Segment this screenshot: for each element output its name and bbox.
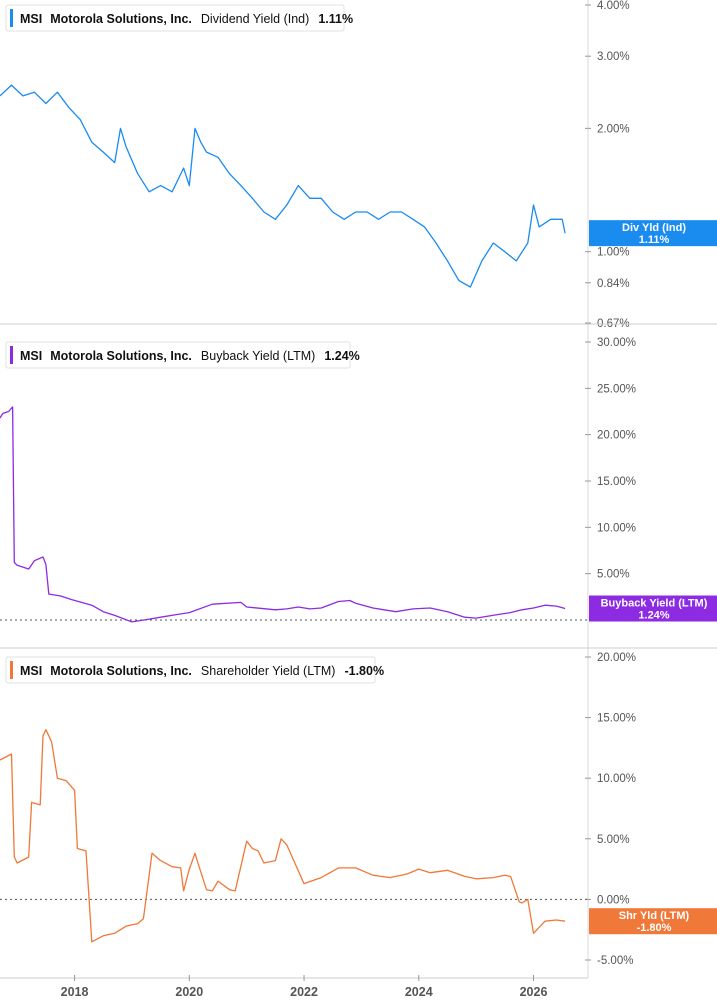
y-tick-label: 0.84% xyxy=(597,278,630,290)
x-tick-label: 2024 xyxy=(405,985,433,999)
legend-text: MSI Motorola Solutions, Inc. Shareholder Y… xyxy=(20,664,384,678)
legend-metric: Buyback Yield (LTM) xyxy=(201,349,315,363)
y-tick-label: 30.00% xyxy=(597,337,636,349)
value-flag-bg xyxy=(589,908,717,935)
legend-color-swatch xyxy=(10,346,13,364)
y-tick-label: 20.00% xyxy=(597,430,636,442)
legend-box xyxy=(5,656,376,684)
panel-buyback: 30.00% 25.00% 20.00% 15.00% 10.00% 5.00% MSI Mo… xyxy=(0,337,717,623)
y-tick-label: 5.00% xyxy=(597,569,630,581)
y-tick-label: 10.00% xyxy=(597,773,636,785)
value-flag-buyback: Buyback Yield (LTM)1.24% xyxy=(589,595,717,622)
x-axis: 2018 2020 2022 2024 2026 xyxy=(0,975,588,999)
legend-ticker: MSI xyxy=(20,12,42,26)
x-tick-label: 2026 xyxy=(520,985,548,999)
value-flag-value: -1.80% xyxy=(637,922,672,934)
y-tick-label: 5.00% xyxy=(597,834,630,846)
x-tick-label: 2018 xyxy=(61,985,89,999)
value-flag-bg xyxy=(589,595,717,622)
legend-metric: Dividend Yield (Ind) xyxy=(201,12,309,26)
legend-dividend[interactable]: MSI Motorola Solutions, Inc. Dividend Yiel… xyxy=(5,4,353,32)
value-flag-bg xyxy=(589,220,717,247)
legend-text: MSI Motorola Solutions, Inc. Buyback Yield… xyxy=(20,349,360,363)
legend-shareholder[interactable]: MSI Motorola Solutions, Inc. Shareholder Y… xyxy=(5,656,384,684)
y-tick-label: 15.00% xyxy=(597,476,636,488)
legend-ticker: MSI xyxy=(20,664,42,678)
y-tick-label: 20.00% xyxy=(597,652,636,664)
legend-ticker: MSI xyxy=(20,349,42,363)
series-line-dividend xyxy=(0,84,566,288)
y-tick-label: -5.00% xyxy=(597,955,633,967)
panel-shareholder: 20.00% 15.00% 10.00% 5.00% 0.00% -5.00% MSI Mot… xyxy=(0,652,717,967)
y-tick-label: 0.00% xyxy=(597,894,630,906)
legend-company: Motorola Solutions, Inc. xyxy=(50,12,192,26)
legend-value: 1.24% xyxy=(324,349,359,363)
y-tick-label: 3.00% xyxy=(597,51,630,63)
value-flag-value: 1.24% xyxy=(638,610,669,622)
legend-color-swatch xyxy=(10,9,13,27)
y-tick-label: 1.00% xyxy=(597,247,630,259)
series-line-buyback xyxy=(0,406,566,623)
legend-box xyxy=(5,341,351,369)
value-flag-dividend: Div Yld (Ind)1.11% xyxy=(589,220,717,247)
y-tick-label: 4.00% xyxy=(597,0,630,12)
series-line-shareholder xyxy=(0,729,566,943)
value-flag-value: 1.11% xyxy=(639,234,670,246)
panel-dividend: 4.00%3.00%2.00%1.00%0.84%0.67%MSI Motorol… xyxy=(0,0,717,330)
y-tick-label: 10.00% xyxy=(597,522,636,534)
legend-color-swatch xyxy=(10,661,13,679)
x-tick-label: 2022 xyxy=(290,985,318,999)
legend-text: MSI Motorola Solutions, Inc. Dividend Yiel… xyxy=(20,12,353,26)
y-tick-label: 2.00% xyxy=(597,123,630,135)
value-flag-label: Buyback Yield (LTM) xyxy=(601,598,708,610)
legend-metric: Shareholder Yield (LTM) xyxy=(201,664,336,678)
legend-value: 1.11% xyxy=(318,12,353,26)
legend-buyback[interactable]: MSI Motorola Solutions, Inc. Buyback Yield… xyxy=(5,341,360,369)
legend-company: Motorola Solutions, Inc. xyxy=(50,664,192,678)
legend-box xyxy=(5,4,345,32)
value-flag-label: Div Yld (Ind) xyxy=(622,222,686,234)
value-flag-shareholder: Shr Yld (LTM)-1.80% xyxy=(589,908,717,935)
y-tick-label: 15.00% xyxy=(597,713,636,725)
value-flag-label: Shr Yld (LTM) xyxy=(619,910,690,922)
legend-value: -1.80% xyxy=(344,664,384,678)
legend-company: Motorola Solutions, Inc. xyxy=(50,349,192,363)
y-tick-label: 25.00% xyxy=(597,383,636,395)
x-tick-label: 2020 xyxy=(175,985,203,999)
